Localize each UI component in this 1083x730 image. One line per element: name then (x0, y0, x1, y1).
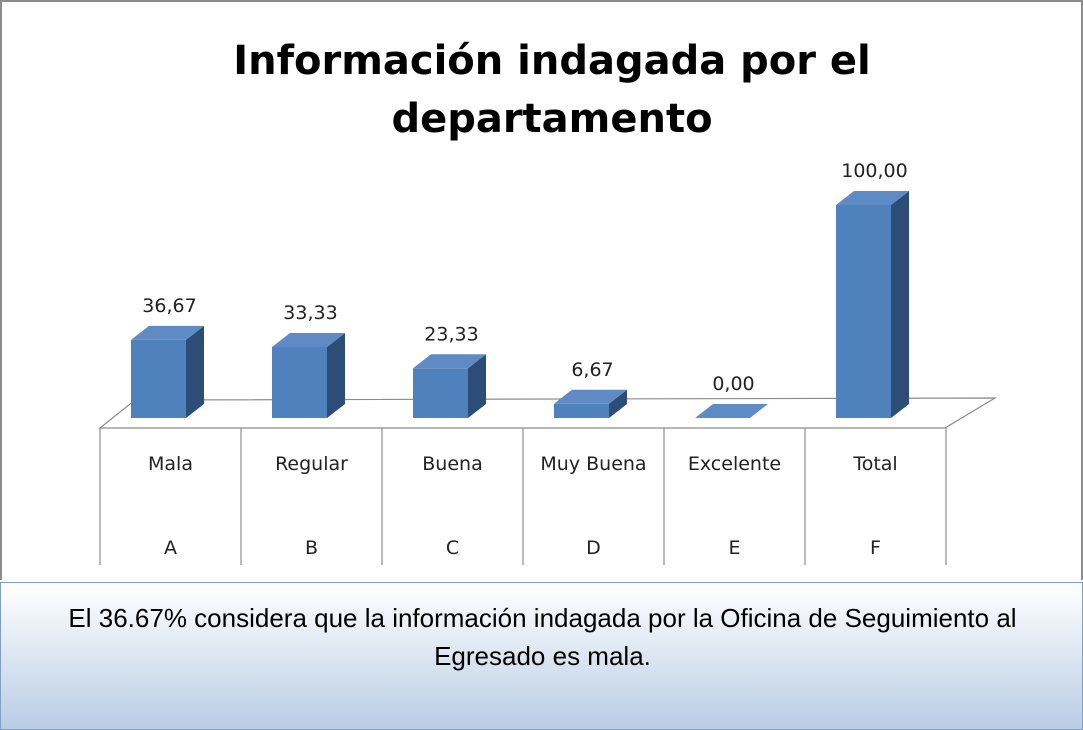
bar (554, 389, 627, 418)
value-label: 100,00 (841, 160, 907, 182)
bar-front (554, 403, 609, 418)
category-code: A (164, 537, 177, 559)
value-label: 36,67 (142, 295, 196, 317)
category-label: Mala (148, 453, 193, 475)
bar-side (186, 325, 204, 418)
category-label: Buena (422, 453, 483, 475)
bar-top (413, 354, 486, 369)
value-label: 23,33 (424, 323, 478, 345)
category-code: B (304, 537, 319, 559)
category-code: F (870, 537, 881, 559)
bar (413, 354, 486, 418)
value-label: 33,33 (283, 302, 337, 324)
bar-top (554, 389, 627, 404)
plot: 36,67 33,33 23,33 6,67 0,00 100,00 (98, 160, 998, 565)
bar (272, 333, 345, 418)
bar (695, 404, 768, 418)
bar-top (695, 404, 768, 418)
category-code: C (445, 537, 460, 559)
value-label: 6,67 (571, 359, 613, 381)
bar-front (413, 368, 468, 418)
bar (131, 325, 204, 418)
floor (98, 397, 998, 429)
value-label: 0,00 (712, 373, 754, 395)
bar-front (131, 339, 186, 418)
bar-side (468, 354, 486, 418)
bar-top (131, 325, 204, 340)
bar-side (327, 333, 345, 418)
caption: El 36.67% considera que la información i… (68, 603, 1017, 671)
bar-top (272, 333, 345, 348)
bar-top (836, 191, 909, 205)
bar (836, 191, 909, 418)
category-code: D (586, 537, 601, 559)
bar-front (272, 347, 327, 418)
chart-title: Información indagada por el departamento (233, 38, 871, 142)
category-code: E (728, 537, 741, 559)
chart: Información indagada por el departamento (0, 0, 1083, 580)
category-label: Excelente (687, 453, 782, 475)
bar-front (836, 205, 891, 418)
category-label: Regular (275, 453, 348, 475)
category-label: Total (853, 453, 898, 475)
bar-side (609, 389, 627, 418)
category-label: Muy Buena (540, 453, 647, 475)
bar-side (891, 191, 909, 418)
caption-box: El 36.67% considera que la información i… (0, 582, 1083, 730)
